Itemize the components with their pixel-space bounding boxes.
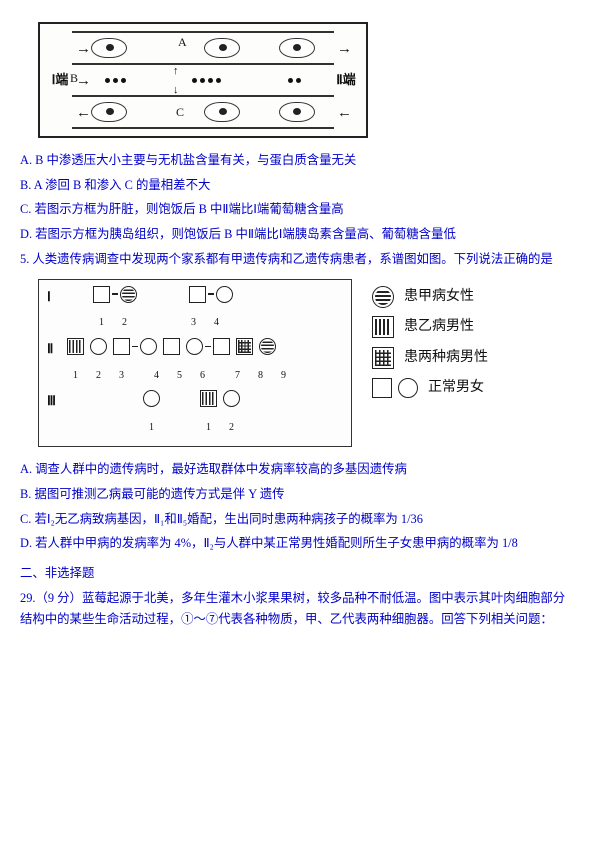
legend-text-b: 患乙病男性 (404, 315, 474, 340)
q4-option-B: B. A 渗回 B 和渗入 C 的量相差不大 (20, 175, 575, 197)
rbc-dots-icon (192, 78, 221, 83)
cell-icon (279, 38, 315, 58)
gen-label-II: Ⅱ (47, 338, 63, 361)
gen3-numbers: 1 12 (67, 419, 343, 437)
female-normal-icon (143, 390, 160, 407)
section-2-heading: 二、非选择题 (20, 563, 575, 585)
cell-icon (279, 102, 315, 122)
arrow-icon: → (337, 68, 352, 94)
q5-option-D: D. 若人群中甲病的发病率为 4%，Ⅱ₂与人群中某正常男性婚配则所生子女患甲病的… (20, 533, 575, 555)
male-normal-icon (113, 338, 130, 355)
male-normal-icon (213, 338, 230, 355)
male-normal-icon (93, 286, 110, 303)
male-both-icon (236, 338, 253, 355)
capillary-lanes (72, 31, 334, 129)
label-A: A (178, 32, 187, 53)
cell-icon (91, 38, 127, 58)
arrow-icon: → (76, 36, 91, 62)
rbc-dots-icon (288, 78, 301, 83)
cell-icon (91, 102, 127, 122)
legend-male-both-icon (372, 347, 394, 369)
q5-option-A: A. 调查人群中的遗传病时，最好选取群体中发病率较高的多基因遗传病 (20, 459, 575, 481)
cell-icon (204, 102, 240, 122)
gen-label-I: Ⅰ (47, 286, 63, 309)
female-normal-icon (186, 338, 203, 355)
male-normal-icon (163, 338, 180, 355)
legend-male-normal-icon (372, 378, 392, 398)
pedigree-legend: 患甲病女性 患乙病男性 患两种病男性 正常男女 (372, 279, 488, 407)
female-normal-icon (216, 286, 233, 303)
legend-female-a-icon (372, 286, 394, 308)
female-normal-icon (140, 338, 157, 355)
q5-stem: 5. 人类遗传病调查中发现两个家系都有甲遗传病和乙遗传病患者，系谱图如图。下列说… (20, 249, 575, 271)
legend-text-a: 患甲病女性 (404, 285, 474, 310)
arrow-icon: ← (76, 100, 91, 126)
rbc-dots-icon (105, 78, 126, 83)
arrow-icon: → (337, 36, 352, 62)
q29-stem: 29.（9 分）蓝莓起源于北美，多年生灌木小浆果果树，较多品种不耐低温。图中表示… (20, 588, 575, 631)
q5-option-C: C. 若Ⅰ₂无乙病致病基因，Ⅱ₁和Ⅱ₅婚配，生出同时患两种病孩子的概率为 1/3… (20, 509, 575, 531)
cell-icon (204, 38, 240, 58)
figure-pedigree-wrap: Ⅰ 12 34 Ⅱ (38, 279, 575, 448)
q5-option-B: B. 据图可推测乙病最可能的遗传方式是伴 Y 遗传 (20, 484, 575, 506)
q4-option-C: C. 若图示方框为肝脏，则饱饭后 B 中Ⅱ端比Ⅰ端葡萄糖含量高 (20, 199, 575, 221)
pedigree-chart: Ⅰ 12 34 Ⅱ (38, 279, 352, 448)
legend-text-d: 正常男女 (428, 376, 484, 401)
gen2-numbers: 12 34 56 789 (67, 367, 343, 385)
female-normal-icon (90, 338, 107, 355)
label-C: C (176, 102, 184, 123)
gen1-numbers: 12 34 (67, 314, 343, 332)
female-disease-a-icon (120, 286, 137, 303)
male-disease-b-icon (67, 338, 84, 355)
q4-option-D: D. 若图示方框为胰岛组织，则饱饭后 B 中Ⅱ端比Ⅰ端胰岛素含量高、葡萄糖含量低 (20, 224, 575, 246)
arrow-icon: ← (337, 100, 352, 126)
figure-capillary: Ⅰ端 Ⅱ端 A B C → → → (38, 22, 368, 138)
q4-option-A: A. B 中渗透压大小主要与无机盐含量有关，与蛋白质含量无关 (20, 150, 575, 172)
legend-text-c: 患两种病男性 (404, 346, 488, 371)
female-normal-icon (223, 390, 240, 407)
female-disease-a-icon (259, 338, 276, 355)
gen-label-III: Ⅲ (47, 390, 63, 413)
legend-female-normal-icon (398, 378, 418, 398)
male-normal-icon (189, 286, 206, 303)
end-label-left: Ⅰ端 (48, 69, 72, 92)
male-disease-b-icon (200, 390, 217, 407)
legend-male-b-icon (372, 316, 394, 338)
arrow-icon: → (76, 68, 91, 94)
